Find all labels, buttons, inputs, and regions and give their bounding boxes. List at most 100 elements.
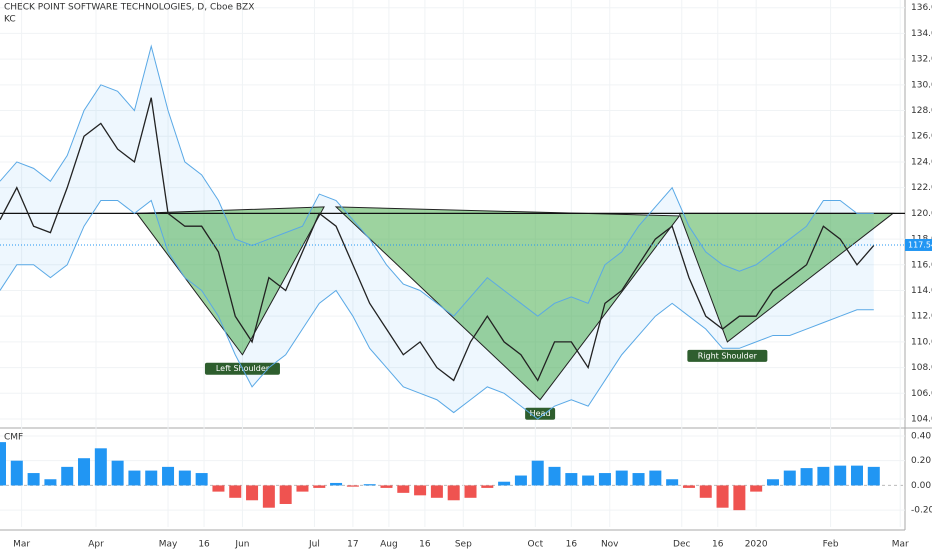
- y-tick-label: 110.00: [911, 337, 932, 347]
- pattern-label-box: [525, 407, 556, 420]
- x-tick-label: Mar: [13, 540, 30, 550]
- y-tick-label: 114.00: [911, 286, 932, 296]
- cmf-bar: [313, 485, 326, 488]
- cmf-bar: [565, 473, 578, 486]
- pattern-shape: [135, 206, 325, 356]
- y-tick-label: 124.00: [911, 157, 932, 167]
- x-tick-label: 17: [347, 540, 358, 550]
- cmf-bar: [498, 481, 511, 486]
- x-tick-label: Sep: [455, 540, 472, 550]
- x-tick-label: May: [159, 540, 178, 550]
- cmf-bar: [78, 458, 91, 486]
- cmf-bar: [380, 485, 393, 488]
- x-tick-label: 2020: [745, 540, 768, 550]
- y-tick-label: 120.00: [911, 209, 932, 219]
- x-tick-label: Dec: [673, 540, 690, 550]
- cmf-bar: [430, 485, 443, 498]
- price-line: [0, 97, 875, 382]
- x-tick-label: Jun: [234, 540, 249, 550]
- x-tick-label: Aug: [380, 540, 398, 550]
- chart-title: CHECK POINT SOFTWARE TECHNOLOGIES, D, Cb…: [4, 3, 254, 13]
- cmf-bar: [733, 485, 746, 511]
- cmf-bar: [279, 485, 292, 504]
- cmf-bar: [397, 485, 410, 493]
- x-tick-label: Feb: [823, 540, 839, 550]
- cmf-bar: [699, 485, 712, 498]
- cmf-bar: [850, 465, 863, 486]
- cmf-bar: [44, 479, 57, 486]
- pattern-label: Head: [530, 409, 551, 418]
- cmf-bar: [817, 466, 830, 486]
- band-line: [0, 44, 874, 317]
- band-line: [0, 199, 874, 420]
- cmf-bar: [615, 470, 628, 486]
- y-tick-label: 112.00: [911, 312, 932, 322]
- cmf-bar: [447, 485, 460, 501]
- cmf-bar: [212, 485, 225, 492]
- indicator-label: KC: [4, 15, 16, 25]
- cmf-bar: [27, 473, 40, 486]
- cmf-bar: [649, 470, 662, 486]
- cmf-bar: [111, 460, 124, 486]
- cmf-tick-label: 0.00: [911, 481, 931, 491]
- x-tick-label: 16: [712, 540, 724, 550]
- x-tick-label: Oct: [528, 540, 544, 550]
- x-tick-label: 16: [419, 540, 431, 550]
- y-tick-label: 128.00: [911, 106, 932, 116]
- y-tick-label: 130.00: [911, 80, 932, 90]
- pattern-label-box: [687, 349, 768, 362]
- x-tick-label: Nov: [601, 540, 619, 550]
- y-tick-label: 126.00: [911, 132, 932, 142]
- cmf-bar: [716, 485, 729, 508]
- y-tick-label: 106.00: [911, 389, 932, 399]
- cmf-bar: [582, 475, 595, 486]
- cmf-bar: [666, 479, 679, 486]
- cmf-bar: [0, 442, 6, 486]
- cmf-bar: [296, 485, 309, 492]
- cmf-tick-label: 0.40: [911, 431, 931, 441]
- cmf-bar: [766, 479, 779, 486]
- cmf-bar: [262, 485, 275, 508]
- cmf-bar: [834, 465, 847, 486]
- y-tick-label: 132.00: [911, 55, 932, 65]
- cmf-bar: [531, 460, 544, 486]
- cmf-tick-label: 0.20: [911, 456, 931, 466]
- pattern-shape: [334, 206, 681, 401]
- cmf-bar: [481, 485, 494, 488]
- cmf-bar: [783, 470, 796, 486]
- cmf-tick-label: -0.20: [911, 506, 932, 516]
- cmf-bar: [178, 470, 191, 486]
- cmf-bar: [867, 466, 880, 486]
- cmf-bar: [414, 485, 427, 496]
- x-tick-label: Jul: [308, 540, 320, 550]
- x-tick-label: 16: [566, 540, 578, 550]
- x-tick-label: Apr: [88, 540, 104, 550]
- last-price-box: [905, 238, 932, 251]
- cmf-bar: [195, 473, 208, 486]
- x-tick-label: 16: [198, 540, 210, 550]
- cmf-bar: [229, 485, 242, 498]
- cmf-bar: [750, 485, 763, 492]
- cmf-title: CMF: [4, 433, 23, 443]
- pattern-label: Right Shoulder: [698, 351, 758, 360]
- y-tick-label: 104.00: [911, 415, 932, 425]
- cmf-bar: [464, 485, 477, 498]
- cmf-bar: [598, 473, 611, 486]
- y-tick-label: 136.00: [911, 3, 932, 13]
- cmf-bar: [61, 466, 74, 486]
- cmf-bar: [682, 485, 695, 488]
- cmf-bar: [363, 484, 376, 486]
- last-price-label: 117.54: [908, 240, 932, 249]
- y-tick-label: 122.00: [911, 183, 932, 193]
- y-tick-label: 116.00: [911, 260, 932, 270]
- y-tick-label: 134.00: [911, 29, 932, 39]
- cmf-bar: [162, 466, 175, 486]
- cmf-bar: [800, 468, 813, 486]
- cmf-bar: [346, 485, 359, 487]
- cmf-bar: [10, 460, 23, 486]
- cmf-bar: [94, 448, 107, 486]
- y-tick-label: 108.00: [911, 363, 932, 373]
- cmf-bar: [330, 482, 343, 486]
